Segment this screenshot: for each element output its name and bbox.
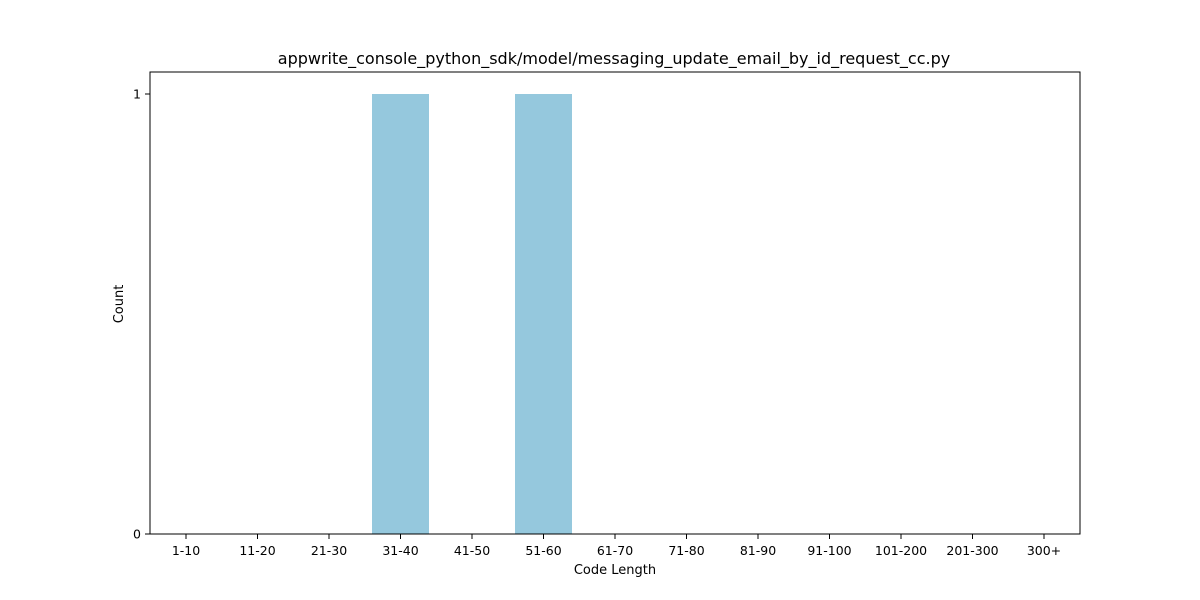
x-tick-label: 51-60 (525, 543, 561, 558)
x-tick-label: 81-90 (740, 543, 776, 558)
x-axis-label: Code Length (574, 563, 656, 578)
x-axis-ticks: 1-10 11-20 21-30 31-40 41-50 51-60 61-70 71-80 8… (172, 534, 1061, 558)
x-tick-label: 101-200 (875, 543, 927, 558)
chart-title: appwrite_console_python_sdk/model/messag… (278, 49, 950, 69)
x-tick-label: 31-40 (382, 543, 418, 558)
x-tick-label: 21-30 (311, 543, 347, 558)
bars-group (372, 94, 572, 534)
y-axis-ticks: 01 (133, 87, 150, 542)
x-tick-label: 300+ (1027, 543, 1061, 558)
x-tick-label: 41-50 (454, 543, 490, 558)
bar-31-40 (372, 94, 429, 534)
x-tick-label: 1-10 (172, 543, 200, 558)
y-tick-label: 1 (133, 87, 141, 102)
x-tick-label: 71-80 (668, 543, 704, 558)
y-tick-label: 0 (133, 527, 141, 542)
x-tick-label: 91-100 (807, 543, 851, 558)
x-tick-label: 11-20 (239, 543, 275, 558)
plot-frame (149, 71, 1081, 535)
bar-51-60 (515, 94, 572, 534)
y-axis-label: Count (112, 285, 127, 324)
x-tick-label: 61-70 (597, 543, 633, 558)
x-tick-label: 201-300 (946, 543, 998, 558)
